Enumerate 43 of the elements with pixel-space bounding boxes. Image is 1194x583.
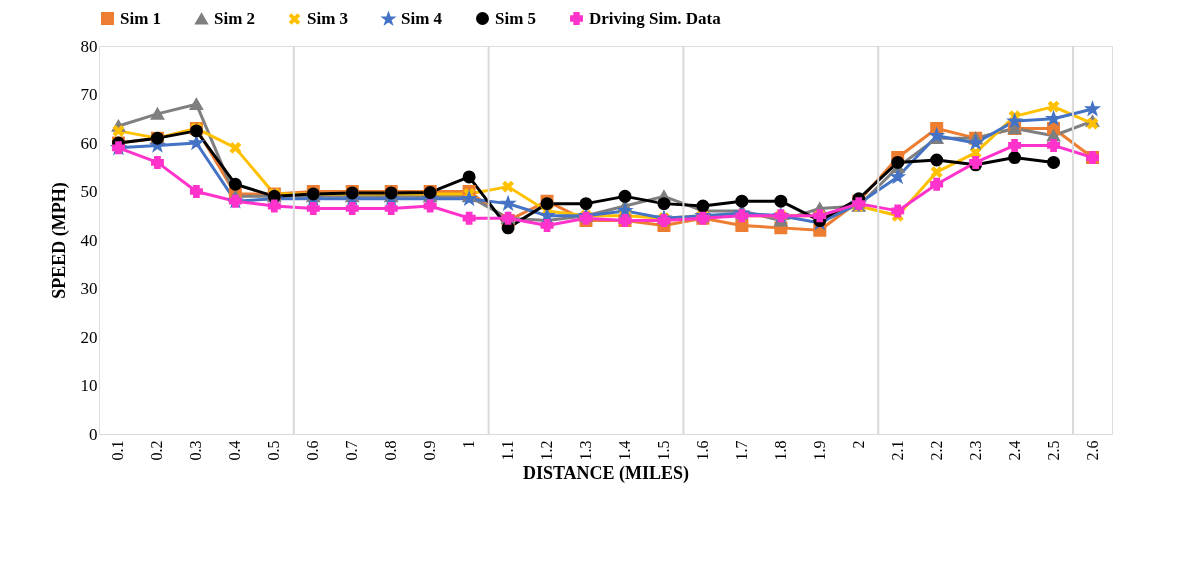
y-tick-label: 0: [89, 424, 98, 444]
x-tick-label: 2.1: [888, 440, 906, 461]
x-axis-title: DISTANCE (MILES): [522, 462, 690, 484]
x-tick-label: 1.7: [732, 440, 750, 461]
y-tick-label: 70: [80, 85, 98, 104]
legend-label: Sim 5: [495, 8, 537, 28]
legend-label: Sim 2: [214, 8, 256, 28]
x-tick-label: 1.3: [577, 440, 595, 461]
x-tick-label: 1.1: [499, 440, 517, 461]
x-tick-label: 1.9: [810, 440, 828, 461]
x-tick-label: 2.4: [1005, 440, 1023, 461]
legend-label: Sim 3: [307, 9, 349, 29]
x-tick-label: 0.1: [109, 440, 127, 461]
legend-label: Sim 4: [401, 9, 443, 29]
x-tick-label: 1.6: [693, 440, 711, 461]
x-tick-label: 2.6: [1083, 440, 1101, 461]
x-tick-label: 0.8: [382, 440, 400, 461]
x-tick-label: 1.5: [654, 440, 672, 461]
x-tick-label: 0.6: [304, 440, 322, 461]
x-tick-label: 1: [460, 440, 478, 449]
x-tick-label: 0.5: [265, 440, 283, 461]
y-tick-label: 80: [80, 36, 98, 56]
y-tick-label: 60: [80, 133, 98, 153]
x-tick-label: 0.7: [343, 440, 361, 461]
y-axis-title: SPEED (MPH): [48, 182, 70, 299]
x-tick-label: 2.5: [1044, 440, 1062, 461]
y-tick-label: 40: [80, 230, 98, 250]
x-tick-label: 1.2: [538, 440, 556, 461]
legend-label: Driving Sim. Data: [589, 8, 722, 28]
x-tick-label: 1.4: [615, 440, 633, 461]
y-tick-label: 30: [80, 279, 98, 298]
x-tick-label: 0.9: [421, 440, 439, 461]
x-tick-label: 1.8: [771, 440, 789, 461]
x-tick-label: 0.4: [226, 440, 244, 461]
y-tick-label: 10: [80, 376, 98, 395]
x-tick-label: 2: [849, 440, 867, 449]
x-tick-label: 2.2: [927, 440, 945, 461]
x-tick-label: 0.3: [187, 440, 205, 461]
y-tick-label: 20: [80, 327, 98, 347]
x-tick-label: 2.3: [966, 440, 984, 461]
y-tick-label: 50: [80, 182, 98, 201]
x-tick-label: 0.2: [148, 440, 166, 461]
legend-label: Sim 1: [120, 8, 162, 28]
